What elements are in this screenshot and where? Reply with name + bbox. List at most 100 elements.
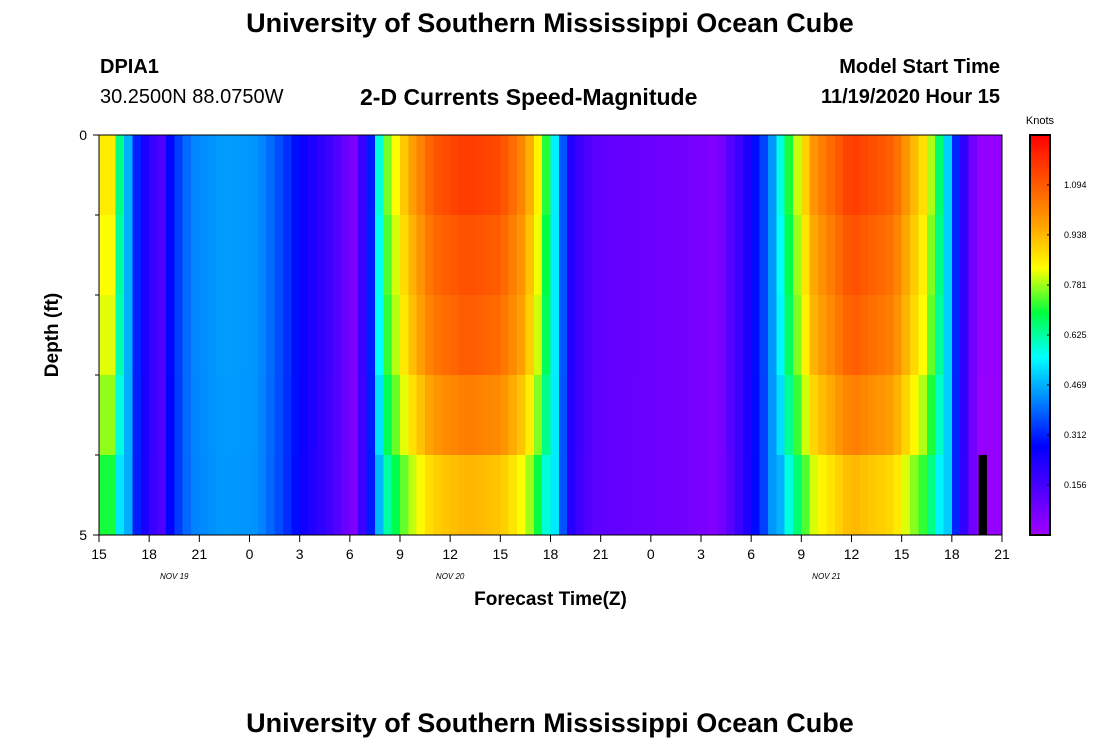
heatmap-cell — [592, 455, 602, 536]
heatmap-cell — [466, 295, 476, 376]
heatmap-cell — [600, 135, 610, 216]
heatmap-cell — [441, 135, 451, 216]
heatmap-cell — [558, 455, 568, 536]
heatmap-cell — [458, 295, 468, 376]
heatmap-cell — [491, 135, 501, 216]
heatmap-cell — [767, 375, 777, 456]
heatmap-cell — [943, 455, 953, 536]
colorbar-tick-label: 1.094 — [1064, 180, 1087, 190]
heatmap-cell — [374, 295, 384, 376]
heatmap-cell — [993, 455, 1003, 536]
heatmap-cell — [374, 215, 384, 296]
heatmap-cell — [901, 375, 911, 456]
heatmap-cell — [684, 215, 694, 296]
heatmap-cell — [266, 295, 276, 376]
heatmap-cell — [868, 215, 878, 296]
heatmap-cell — [165, 135, 175, 216]
heatmap-cell — [391, 455, 401, 536]
heatmap-cell — [742, 455, 752, 536]
heatmap-cell — [726, 135, 736, 216]
heatmap-cell — [433, 295, 443, 376]
heatmap-cell — [458, 135, 468, 216]
heatmap-cell — [609, 215, 618, 296]
colorbar-tick-label: 0.938 — [1064, 230, 1087, 240]
heatmap-cell — [600, 295, 610, 376]
heatmap-cell — [441, 455, 451, 536]
heatmap-cell — [834, 135, 844, 216]
heatmap-cell — [458, 215, 468, 296]
heatmap-cell — [575, 215, 585, 296]
heatmap-cell — [583, 295, 593, 376]
heatmap-cell — [935, 135, 945, 216]
heatmap-cell — [826, 215, 836, 296]
heatmap-cell — [358, 375, 368, 456]
heatmap-cell — [483, 135, 493, 216]
footer-title: University of Southern Mississippi Ocean… — [246, 708, 854, 738]
heatmap-cell — [266, 455, 276, 536]
heatmap-cell — [884, 295, 894, 376]
heatmap-cell — [190, 375, 200, 456]
x-tick-label: 3 — [296, 546, 304, 562]
heatmap-cell — [726, 375, 736, 456]
heatmap-cell — [726, 455, 736, 536]
heatmap-cell — [174, 135, 184, 216]
heatmap-cell — [433, 135, 443, 216]
heatmap-cell — [818, 295, 828, 376]
heatmap-cell — [525, 135, 535, 216]
heatmap-cell — [868, 375, 878, 456]
heatmap-cell — [257, 455, 267, 536]
heatmap-cell — [299, 295, 309, 376]
heatmap-cell — [634, 295, 644, 376]
heatmap-cell — [216, 135, 226, 216]
heatmap-cell — [450, 295, 460, 376]
heatmap-cell — [918, 135, 928, 216]
heatmap-cell — [667, 455, 677, 536]
heatmap-cell — [291, 135, 301, 216]
heatmap-cell — [274, 295, 284, 376]
y-axis-title: Depth (ft) — [42, 293, 63, 377]
heatmap-cell — [115, 135, 125, 216]
heatmap-cell — [358, 295, 368, 376]
x-tick-label: 6 — [747, 546, 755, 562]
heatmap-cell — [508, 295, 518, 376]
heatmap-cell — [701, 375, 710, 456]
heatmap-cell — [901, 135, 911, 216]
heatmap-cell — [466, 215, 476, 296]
heatmap-cell — [450, 375, 460, 456]
x-tick-label: 0 — [647, 546, 655, 562]
x-tick-label: 18 — [543, 546, 559, 562]
heatmap-cell — [224, 135, 234, 216]
heatmap-cell — [182, 295, 192, 376]
heatmap-cell — [308, 215, 317, 296]
heatmap-cell — [266, 375, 276, 456]
heatmap-cell — [976, 375, 986, 456]
heatmap-cell — [792, 135, 802, 216]
heatmap-cell — [784, 215, 794, 296]
heatmap-cell — [491, 455, 501, 536]
heatmap-cell — [358, 135, 368, 216]
heatmap-cell — [609, 295, 618, 376]
heatmap-cell — [659, 375, 669, 456]
heatmap-cell — [592, 375, 602, 456]
heatmap-cell — [107, 455, 117, 536]
heatmap-cell — [801, 455, 811, 536]
heatmap-cell — [926, 215, 936, 296]
heatmap-cell — [190, 295, 200, 376]
heatmap-cell — [199, 215, 209, 296]
heatmap-cell — [232, 215, 242, 296]
heatmap-cell — [617, 135, 627, 216]
heatmap-cell — [400, 215, 409, 296]
heatmap-cell — [583, 215, 593, 296]
heatmap-cell — [165, 295, 175, 376]
heatmap-cell — [709, 295, 719, 376]
heatmap-cell — [525, 455, 535, 536]
heatmap-cell — [374, 455, 384, 536]
heatmap-cell — [876, 215, 886, 296]
heatmap-cell — [224, 375, 234, 456]
heatmap-cell — [333, 295, 343, 376]
heatmap-cell — [851, 215, 861, 296]
heatmap-cell — [157, 215, 167, 296]
heatmap-cell — [550, 375, 560, 456]
x-tick-label: 21 — [192, 546, 208, 562]
y-tick-label: 0 — [79, 127, 87, 143]
